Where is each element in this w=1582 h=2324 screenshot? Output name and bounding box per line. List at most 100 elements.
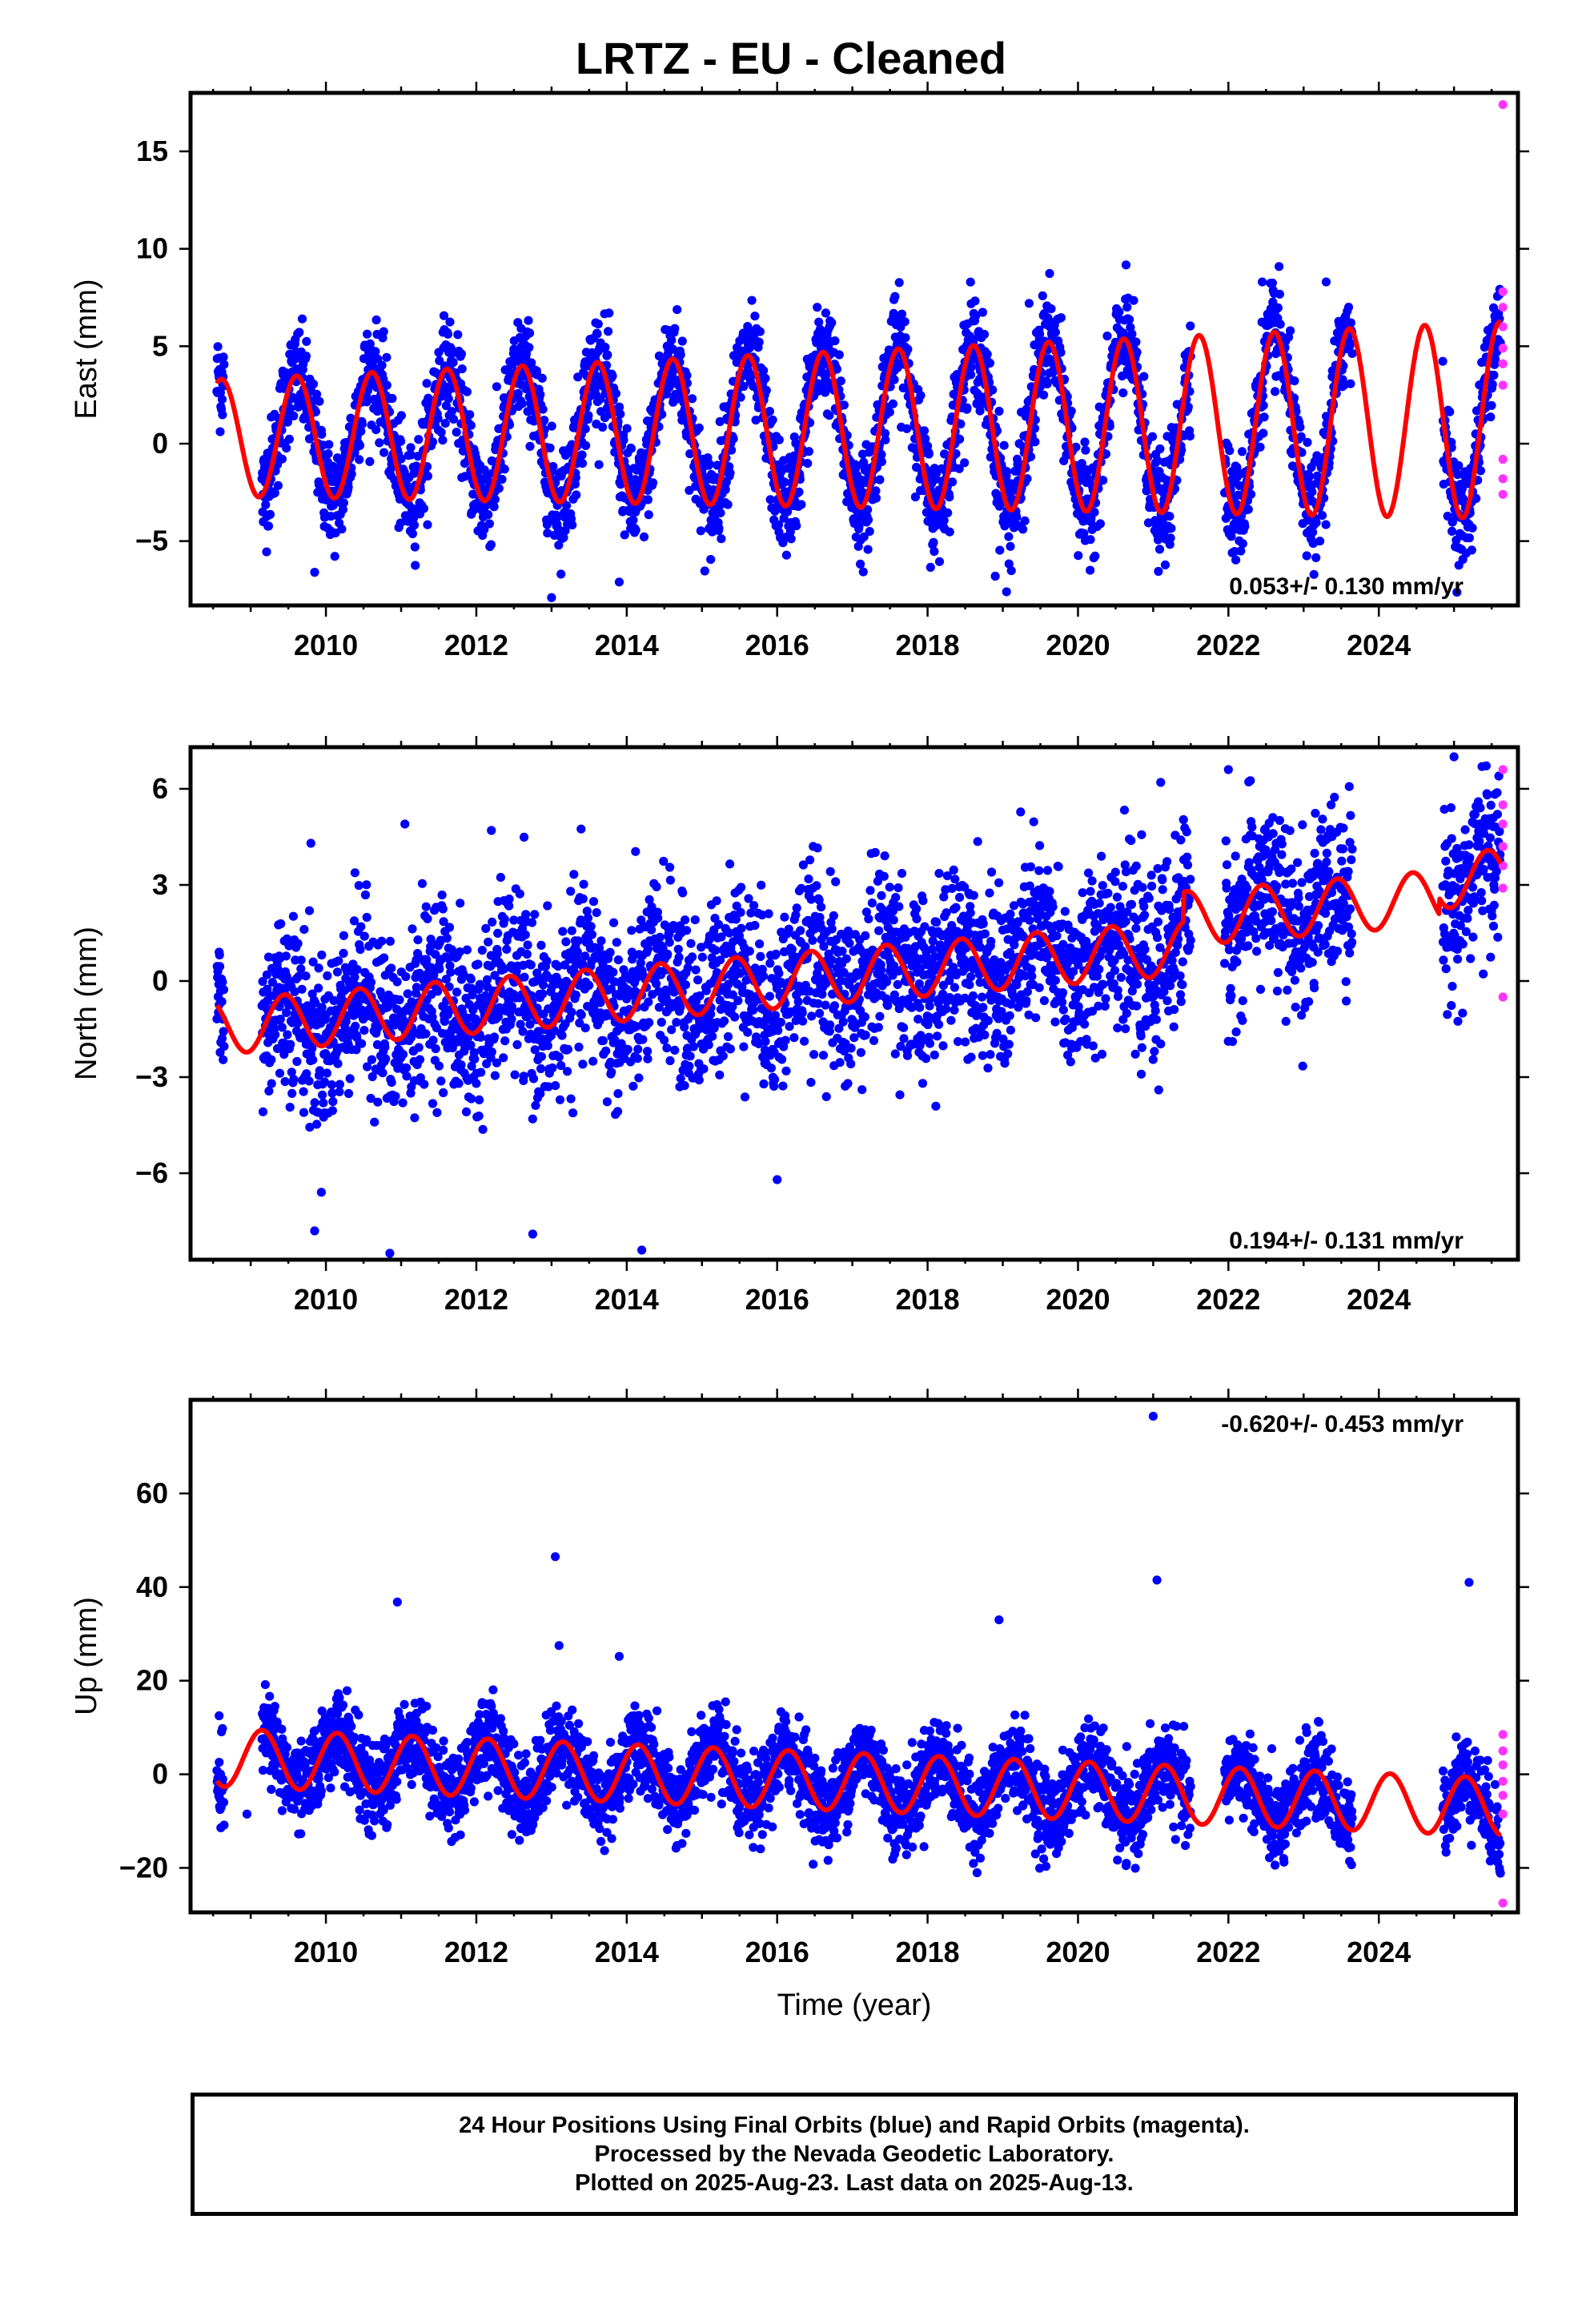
data-point [484,519,495,529]
data-point [536,390,545,400]
data-point [888,399,897,408]
data-point [316,1188,326,1197]
data-point [739,381,749,392]
data-point [417,879,428,888]
data-point [1487,400,1496,410]
data-point [1302,551,1311,561]
data-point [542,520,552,529]
data-point [474,1112,484,1121]
data-point [566,1094,576,1104]
data-point [382,380,391,390]
data-point [572,490,581,500]
data-point-outlier [614,577,624,587]
data-point [496,873,506,883]
data-point [410,542,420,552]
data-point [339,498,348,508]
data-point [447,407,457,416]
data-point [540,416,549,425]
data-point [1155,444,1165,454]
data-point [780,477,789,487]
data-point [317,950,327,960]
data-point [665,938,674,947]
data-point [1447,526,1457,537]
data-point [1275,320,1285,329]
data-point [545,443,555,453]
data-point [708,1031,717,1041]
data-point [723,1031,733,1042]
data-point [490,495,500,505]
data-point [466,1040,476,1050]
data-point [688,952,697,962]
data-point [484,937,493,947]
data-point [1086,565,1095,575]
data-point [1231,555,1241,565]
data-point [1139,372,1149,381]
data-point [794,487,804,497]
data-point [699,1064,709,1074]
data-point [1038,291,1047,300]
data-point [875,475,885,485]
data-point [357,420,367,429]
data-point [615,402,624,412]
data-point [711,946,721,955]
data-point [765,406,775,416]
data-point [392,977,402,987]
data-point [271,1030,280,1039]
data-point [856,559,865,569]
data-point [613,1107,623,1116]
data-point [515,889,524,899]
data-point [978,308,987,317]
final-orbit-points [212,752,1505,1258]
data-point [725,468,735,478]
data-point [335,1080,344,1089]
data-point [1273,303,1283,312]
data-point [604,308,614,318]
data-point [627,926,636,935]
data-point [555,1095,565,1104]
data-point [665,875,676,885]
data-point [694,1076,704,1085]
data-point [620,530,629,540]
data-point [377,360,387,370]
data-point [994,406,1004,416]
data-point [270,488,279,498]
data-point [773,520,784,529]
data-point [622,424,632,433]
data-point [328,1096,338,1107]
data-point [517,399,527,408]
data-point [434,1061,444,1071]
data-point [421,902,431,911]
data-point [547,421,556,431]
data-point [432,1108,442,1117]
data-point [889,375,899,384]
y-tick-label: 10 [136,232,168,265]
data-point [1166,533,1175,543]
data-point [1018,525,1028,534]
data-point [821,308,830,318]
data-point [982,349,992,359]
data-point [526,960,536,970]
data-point [288,911,298,921]
data-point [678,888,688,898]
data-point [551,1081,560,1091]
x-tick-label: 2012 [444,629,508,661]
y-axis-label: East (mm) [70,279,103,419]
data-point [1185,432,1195,441]
data-point [653,913,663,923]
data-point [456,899,465,908]
data-point [667,1025,677,1035]
data-point [571,472,580,483]
data-point [327,1080,337,1090]
data-point [715,416,725,427]
data-point-outlier [1024,299,1034,308]
data-point [537,373,547,383]
data-point [286,404,295,413]
data-point [502,944,512,954]
data-point [814,317,824,327]
data-point [563,1044,573,1054]
data-point [1346,379,1355,388]
data-point [466,420,476,430]
data-point [513,388,523,398]
data-point [523,940,532,950]
data-point [729,434,738,444]
